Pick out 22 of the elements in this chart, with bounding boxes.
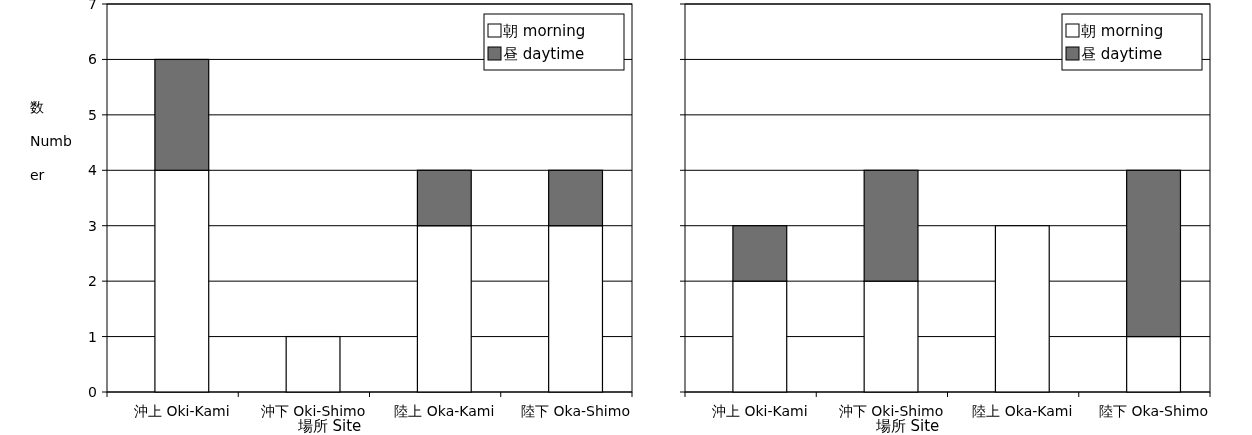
x-axis-title: 場所 Site	[296, 417, 362, 435]
x-tick-label: 陸上 Oka-Kami	[972, 403, 1073, 419]
y-tick-label: 4	[88, 162, 98, 179]
x-tick-label: 沖上 Oki-Kami	[712, 403, 808, 419]
x-axis-title: 場所 Site	[874, 417, 940, 435]
legend-label: 昼 daytime	[503, 45, 585, 63]
y-tick-label: 2	[88, 273, 97, 290]
x-tick-label: 沖上 Oki-Kami	[134, 403, 230, 419]
x-tick-label: 陸上 Oka-Kami	[394, 403, 495, 419]
text: 数 Number	[30, 99, 72, 183]
x-tick-label: 沖下 Oki-Shimo	[838, 403, 944, 419]
x-tick-label: 陸下 Oka-Shimo	[1099, 403, 1208, 419]
y-tick-label: 0	[88, 384, 97, 400]
x-tick-label: 陸下 Oka-Shimo	[521, 403, 630, 419]
y-tick-label: 3	[88, 217, 97, 234]
y-tick-label: 5	[88, 106, 97, 123]
x-tick-label: 沖下 Oki-Shimo	[260, 403, 366, 419]
legend-label: 昼 daytime	[1081, 45, 1163, 63]
y-tick-label: 1	[88, 328, 97, 345]
legend-label: 朝 morning	[1081, 22, 1164, 40]
legend-label: 朝 morning	[503, 22, 586, 40]
y-tick-label: 6	[88, 51, 98, 68]
